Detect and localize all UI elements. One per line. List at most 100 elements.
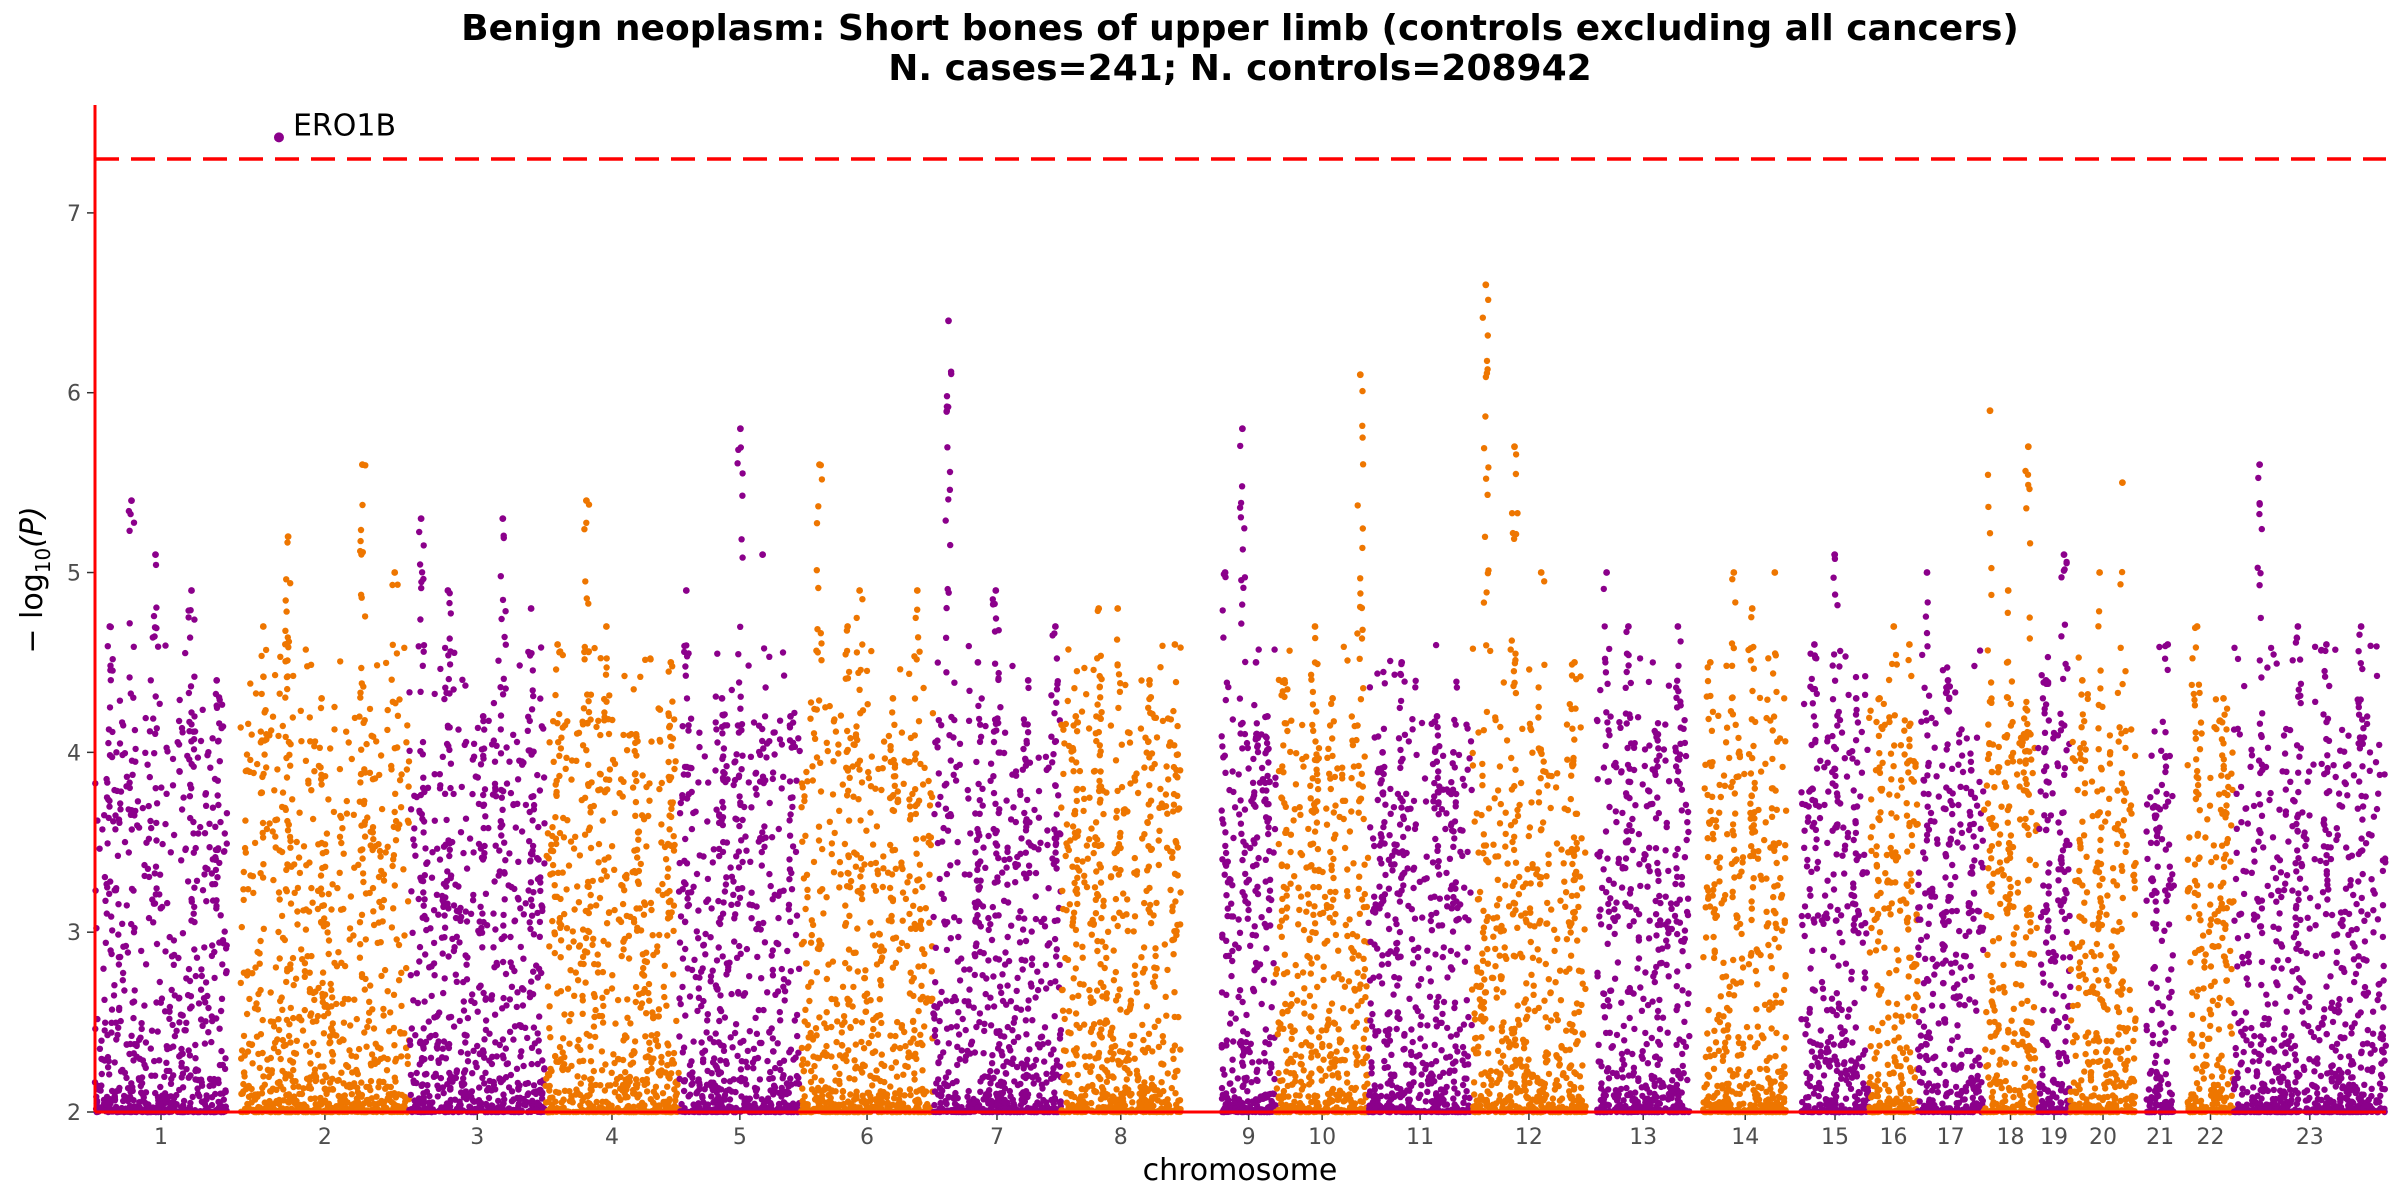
- chromosome-2-point: [336, 833, 344, 840]
- chromosome-2-point: [389, 581, 396, 589]
- chromosome-3-point: [418, 578, 425, 586]
- chromosome-2-point: [291, 889, 298, 896]
- chromosome-5-point: [781, 988, 789, 995]
- chromosome-3-point: [460, 849, 467, 857]
- chromosome-2-point: [390, 905, 397, 912]
- chromosome-2-point: [267, 1088, 274, 1095]
- chromosome-3-point: [511, 917, 519, 924]
- chromosome-1-point: [201, 871, 208, 878]
- chromosome-4-point: [556, 914, 564, 922]
- chromosome-5-point: [787, 794, 794, 802]
- chromosome-6-point: [868, 753, 875, 760]
- chromosome-4-point: [611, 809, 618, 817]
- chromosome-3-point: [455, 1102, 463, 1109]
- chromosome-1-point: [185, 689, 193, 697]
- chromosome-1-point: [142, 1100, 149, 1107]
- chromosome-1-point: [168, 953, 176, 960]
- chromosome-3-point: [447, 1013, 455, 1021]
- chromosome-2-point: [252, 690, 260, 697]
- chromosome-1-point: [188, 738, 195, 745]
- chromosome-2-point: [390, 991, 398, 998]
- chromosome-6-point: [801, 1018, 808, 1025]
- chromosome-5-point: [721, 722, 728, 729]
- chromosome-3-point: [541, 1066, 548, 1073]
- chromosome-5-point: [677, 1000, 684, 1008]
- chromosome-3-point: [482, 1100, 490, 1108]
- chromosome-3-point: [462, 1039, 469, 1046]
- x-tick-label: 16: [1880, 1125, 1908, 1150]
- chromosome-6-point: [899, 917, 906, 924]
- chromosome-3-point: [520, 986, 527, 993]
- chromosome-5-point: [704, 1101, 712, 1108]
- chromosome-7-point: [1003, 797, 1010, 804]
- chromosome-4-point: [585, 708, 593, 716]
- chromosome-1-point: [186, 977, 194, 985]
- chromosome-4-point: [640, 964, 647, 972]
- chromosome-5-point: [676, 939, 684, 946]
- chromosome-4-point: [625, 955, 633, 962]
- chromosome-3-point: [472, 773, 479, 780]
- chromosome-4-point: [620, 731, 627, 739]
- chromosome-6-point: [867, 1072, 874, 1080]
- chromosome-5-point: [790, 1056, 797, 1063]
- chromosome-1-point: [211, 856, 218, 863]
- chromosome-6-point: [869, 932, 877, 939]
- chromosome-6-point: [839, 1094, 846, 1101]
- chromosome-2-point: [319, 1078, 326, 1085]
- chromosome-6-point: [804, 886, 811, 893]
- chromosome-2-point: [271, 1039, 279, 1046]
- chromosome-6-point: [845, 668, 853, 676]
- chromosome-2-point: [376, 847, 384, 855]
- chromosome-6-peak-point: [889, 695, 897, 702]
- chromosome-5-point: [709, 1059, 717, 1066]
- chromosome-5-point: [761, 713, 769, 720]
- chromosome-1-point: [128, 885, 136, 893]
- chromosome-3-point: [426, 1034, 433, 1041]
- chromosome-5-point: [743, 945, 751, 953]
- chromosome-4-point: [601, 867, 608, 874]
- chromosome-6-point: [852, 863, 860, 870]
- chromosome-2-point: [363, 1043, 370, 1050]
- chromosome-2-point: [320, 1013, 328, 1020]
- chromosome-5-point: [764, 1057, 771, 1065]
- chromosome-2-point: [404, 898, 412, 905]
- chromosome-1-point: [153, 800, 161, 807]
- chromosome-4-point: [546, 1025, 553, 1032]
- chromosome-7-point: [965, 717, 973, 724]
- chromosome-5-point: [756, 778, 764, 785]
- chromosome-6-point: [911, 1070, 918, 1077]
- chromosome-3-point: [445, 953, 452, 960]
- chromosome-1-point: [175, 995, 183, 1002]
- chromosome-5-point: [720, 804, 727, 811]
- chromosome-4-point: [598, 1012, 606, 1020]
- chromosome-4-point: [597, 731, 604, 739]
- chromosome-2-point: [325, 890, 332, 898]
- chromosome-3-point: [413, 1079, 420, 1087]
- chromosome-3-point: [502, 608, 509, 615]
- chromosome-6-point: [842, 959, 849, 967]
- chromosome-4-point: [553, 792, 560, 799]
- chromosome-3-point: [497, 712, 505, 719]
- chromosome-3-point: [528, 751, 535, 758]
- chromosome-4-point: [557, 954, 564, 961]
- chromosome-6-point: [915, 1007, 922, 1015]
- chromosome-3-point: [420, 1025, 427, 1032]
- chromosome-1-point: [215, 1105, 222, 1112]
- chromosome-5-point: [735, 1076, 743, 1084]
- chromosome-2-point: [346, 936, 353, 943]
- chromosome-6-point: [858, 895, 866, 903]
- chromosome-5-point: [716, 920, 724, 928]
- chromosome-2-point: [268, 1067, 276, 1074]
- chromosome-3-point: [528, 706, 536, 713]
- chromosome-3-point: [539, 907, 546, 915]
- chromosome-2-point: [289, 1058, 297, 1066]
- chromosome-2-point: [329, 1075, 336, 1083]
- chromosome-3-point: [447, 872, 455, 879]
- chromosome-6-point: [922, 999, 930, 1006]
- chromosome-4-point: [595, 717, 602, 724]
- chromosome-2-point: [343, 810, 351, 817]
- chromosome-6-point: [799, 784, 806, 791]
- chromosome-5-point: [695, 779, 702, 786]
- chromosome-2-point: [319, 990, 326, 998]
- chromosome-3-point: [416, 528, 423, 536]
